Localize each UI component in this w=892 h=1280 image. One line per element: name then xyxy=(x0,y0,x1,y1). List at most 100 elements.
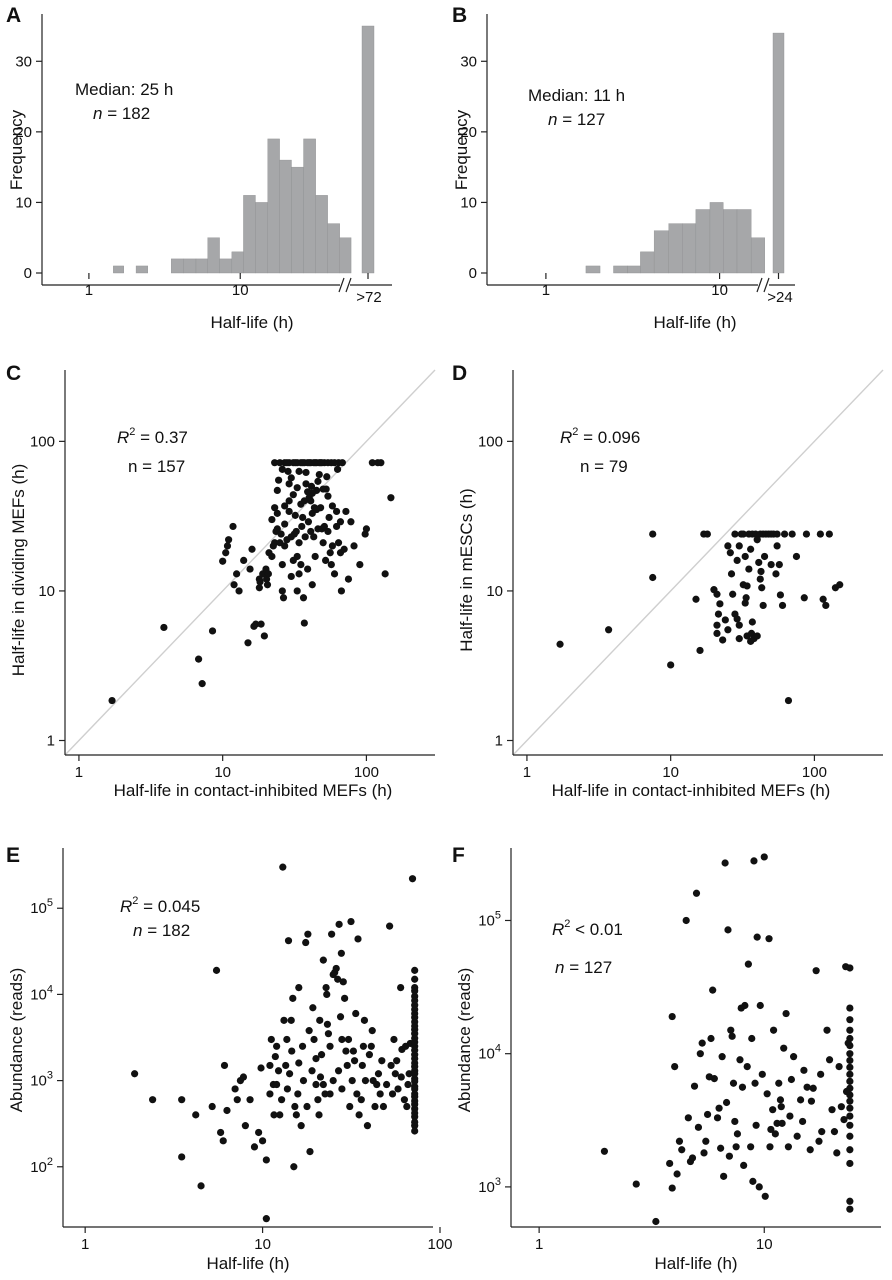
panel-f: F 103 104 105 1 10 Half-life (h) Abundance … xyxy=(452,844,881,1273)
scatter-point xyxy=(373,1080,381,1089)
scatter-point xyxy=(733,556,741,565)
scatter-point xyxy=(260,632,268,640)
y-axis-label-d: Half-life in mESCs (h) xyxy=(457,488,476,651)
scatter-point xyxy=(749,1177,757,1185)
scatter-point xyxy=(707,1034,715,1043)
scatter-point xyxy=(772,570,780,578)
scatter-point xyxy=(840,1116,848,1124)
x-axis-label-b: Half-life (h) xyxy=(653,313,736,332)
scatter-point xyxy=(291,511,299,519)
scatter-point xyxy=(359,1042,367,1050)
scatter-point xyxy=(696,646,704,655)
scatter-point xyxy=(825,1056,834,1064)
y-tick-label: 0 xyxy=(469,265,477,282)
scatter-point xyxy=(846,1104,854,1112)
scatter-point xyxy=(753,632,761,640)
scatter-point xyxy=(334,539,343,547)
scatter-point xyxy=(304,565,312,573)
y-tick-label: 10 xyxy=(460,194,477,211)
scatter-point xyxy=(222,549,230,557)
scatter-point xyxy=(198,680,206,688)
scatter-point xyxy=(329,1076,337,1085)
scatter-point xyxy=(328,502,337,510)
scatter-point xyxy=(326,1090,334,1098)
scatter-point xyxy=(223,1106,231,1115)
scatter-point xyxy=(229,522,237,531)
x-ticks-b: 1 10 xyxy=(542,273,780,299)
scatter-point xyxy=(743,582,751,590)
scatter-point xyxy=(319,485,327,493)
scatter-point xyxy=(292,1111,300,1119)
scatter-point xyxy=(376,1090,384,1098)
scatter-point xyxy=(715,1104,723,1112)
scatter-point xyxy=(332,964,340,973)
scatter-point xyxy=(328,542,337,550)
scatter-point xyxy=(846,1097,854,1105)
overflow-tick-label-a: >72 xyxy=(356,289,381,306)
y-tick-label: 10 xyxy=(38,583,55,600)
scatter-point xyxy=(281,502,289,510)
scatter-point xyxy=(291,1102,299,1111)
scatter-point xyxy=(775,560,783,569)
scatter-point xyxy=(690,1082,699,1090)
scatter-point xyxy=(735,635,743,643)
scatter-point xyxy=(295,570,303,578)
scatter-points-d xyxy=(556,530,844,705)
scatter-point xyxy=(332,507,341,516)
scatter-point xyxy=(780,1044,788,1052)
scatter-point xyxy=(320,522,328,531)
scatter-point xyxy=(702,1137,710,1145)
scatter-point xyxy=(310,533,318,541)
scatter-point xyxy=(760,853,768,861)
scatter-point xyxy=(713,1114,722,1122)
scatter-point xyxy=(716,600,724,608)
scatter-point xyxy=(836,581,844,589)
scatter-point xyxy=(368,459,376,467)
scatter-point xyxy=(324,492,332,500)
scatter-point xyxy=(365,1051,373,1059)
scatter-point xyxy=(341,994,349,1002)
scatter-point xyxy=(295,467,303,475)
scatter-point xyxy=(231,1085,239,1093)
scatter-point xyxy=(812,967,820,975)
scatter-point xyxy=(299,594,308,602)
scatter-point xyxy=(257,620,265,628)
scatter-point xyxy=(244,639,252,647)
scatter-point xyxy=(299,513,307,522)
panel-label-c: C xyxy=(6,362,21,385)
scatter-point xyxy=(344,1035,353,1044)
scatter-point xyxy=(278,465,286,473)
histogram-bar xyxy=(291,166,304,274)
scatter-point xyxy=(273,1042,281,1050)
scatter-point xyxy=(270,1111,278,1119)
scatter-point xyxy=(316,1073,325,1081)
y-tick-label: 103 xyxy=(478,1176,501,1196)
scatter-point xyxy=(649,573,657,582)
x-tick-label: 1 xyxy=(523,764,531,781)
y-ticks-d: 1 10 100 xyxy=(478,433,513,750)
scatter-point xyxy=(800,1066,808,1074)
scatter-point xyxy=(729,1079,738,1087)
scatter-point xyxy=(250,1143,259,1151)
scatter-point xyxy=(738,1083,747,1091)
scatter-point xyxy=(753,933,761,941)
overflow-bar-a xyxy=(361,25,375,274)
scatter-point xyxy=(219,1137,227,1145)
scatter-point xyxy=(300,497,308,505)
scatter-points-c xyxy=(108,459,395,705)
scatter-point xyxy=(266,1090,274,1098)
scatter-point xyxy=(348,1076,356,1085)
scatter-point xyxy=(284,937,293,945)
scatter-point xyxy=(374,1070,383,1078)
scatter-point xyxy=(726,549,734,557)
scatter-point xyxy=(675,1137,684,1145)
scatter-point xyxy=(307,497,315,505)
scatter-point xyxy=(299,459,307,467)
scatter-point xyxy=(411,975,419,983)
scatter-point xyxy=(837,1103,845,1111)
identity-line-c xyxy=(64,369,436,756)
scatter-point xyxy=(721,616,729,624)
scatter-point xyxy=(319,956,327,964)
scatter-point xyxy=(725,1152,733,1160)
scatter-point xyxy=(362,525,371,533)
